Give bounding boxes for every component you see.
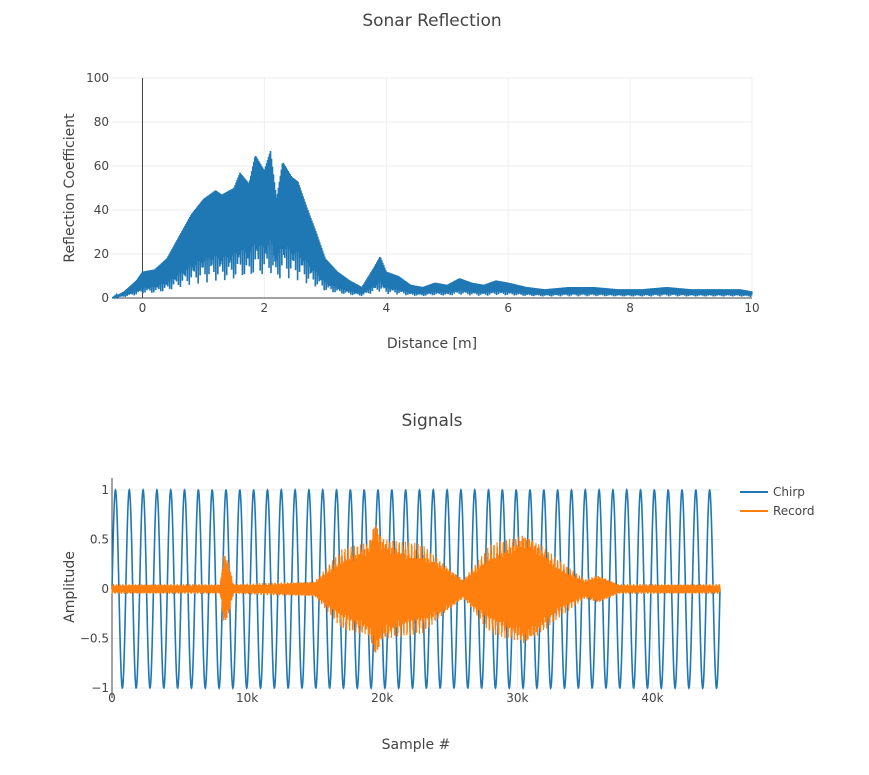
sonar-x-tick-label: 6 xyxy=(504,301,512,315)
sonar-y-tick-label: 0 xyxy=(101,291,109,305)
signals-x-ticks: 010k20k30k40k xyxy=(108,691,663,705)
sonar-gridlines xyxy=(112,77,753,299)
sonar-y-axis-title: Reflection Coefficient xyxy=(62,113,78,263)
record-series-line[interactable] xyxy=(111,525,721,653)
sonar-x-axis-title: Distance [m] xyxy=(387,336,477,352)
signals-chart: Signals −1 −0.5 0 0.5 1 0 10k 20k 30k 40k Sample… xyxy=(62,411,814,753)
sonar-y-tick-label: 40 xyxy=(94,203,109,217)
sonar-y-tick-label: 20 xyxy=(94,247,109,261)
signals-y-axis-title: Amplitude xyxy=(62,551,78,623)
signals-y-tick-label: 0.5 xyxy=(90,533,109,547)
signals-x-tick-label: 40k xyxy=(641,691,663,705)
sonar-x-tick-label: 2 xyxy=(261,301,269,315)
sonar-x-tick-label: 8 xyxy=(626,301,634,315)
legend-item-chirp[interactable]: Chirp xyxy=(740,485,805,499)
sonar-x-tick-label: 10 xyxy=(744,301,759,315)
signals-y-tick-label: 0 xyxy=(101,582,109,596)
signals-x-tick-label: 20k xyxy=(371,691,393,705)
legend-item-record[interactable]: Record xyxy=(740,504,814,518)
signals-y-tick-label: −1 xyxy=(91,681,109,695)
sonar-chart-title: Sonar Reflection xyxy=(362,11,501,31)
sonar-reflection-series-line[interactable] xyxy=(111,150,753,300)
sonar-y-tick-label: 60 xyxy=(94,159,109,173)
signals-plot-area[interactable] xyxy=(111,478,721,698)
sonar-y-tick-label: 80 xyxy=(94,115,109,129)
signals-x-axis-title: Sample # xyxy=(382,737,451,753)
signals-y-tick-label: 1 xyxy=(101,483,109,497)
legend-label: Chirp xyxy=(773,485,805,499)
sonar-plot-area[interactable] xyxy=(111,78,753,300)
sonar-x-tick-label: 4 xyxy=(382,301,390,315)
signals-x-tick-label: 30k xyxy=(506,691,528,705)
sonar-y-tick-label: 100 xyxy=(86,71,109,85)
sonar-x-tick-label: 0 xyxy=(139,301,147,315)
signals-x-tick-label: 10k xyxy=(236,691,258,705)
signals-legend[interactable]: Chirp Record xyxy=(740,485,814,518)
sonar-reflection-chart: Sonar Reflection 0 20 40 60 80 100 0 2 4 6 8 10 Di… xyxy=(62,11,760,352)
signals-y-tick-label: −0.5 xyxy=(80,632,109,646)
sonar-x-ticks: 0 2 4 6 8 10 xyxy=(139,301,760,315)
signals-chart-title: Signals xyxy=(401,411,462,431)
legend-label: Record xyxy=(773,504,814,518)
sonar-y-ticks: 0 20 40 60 80 100 xyxy=(86,71,109,305)
signals-y-ticks: −1 −0.5 0 0.5 1 xyxy=(80,483,109,695)
